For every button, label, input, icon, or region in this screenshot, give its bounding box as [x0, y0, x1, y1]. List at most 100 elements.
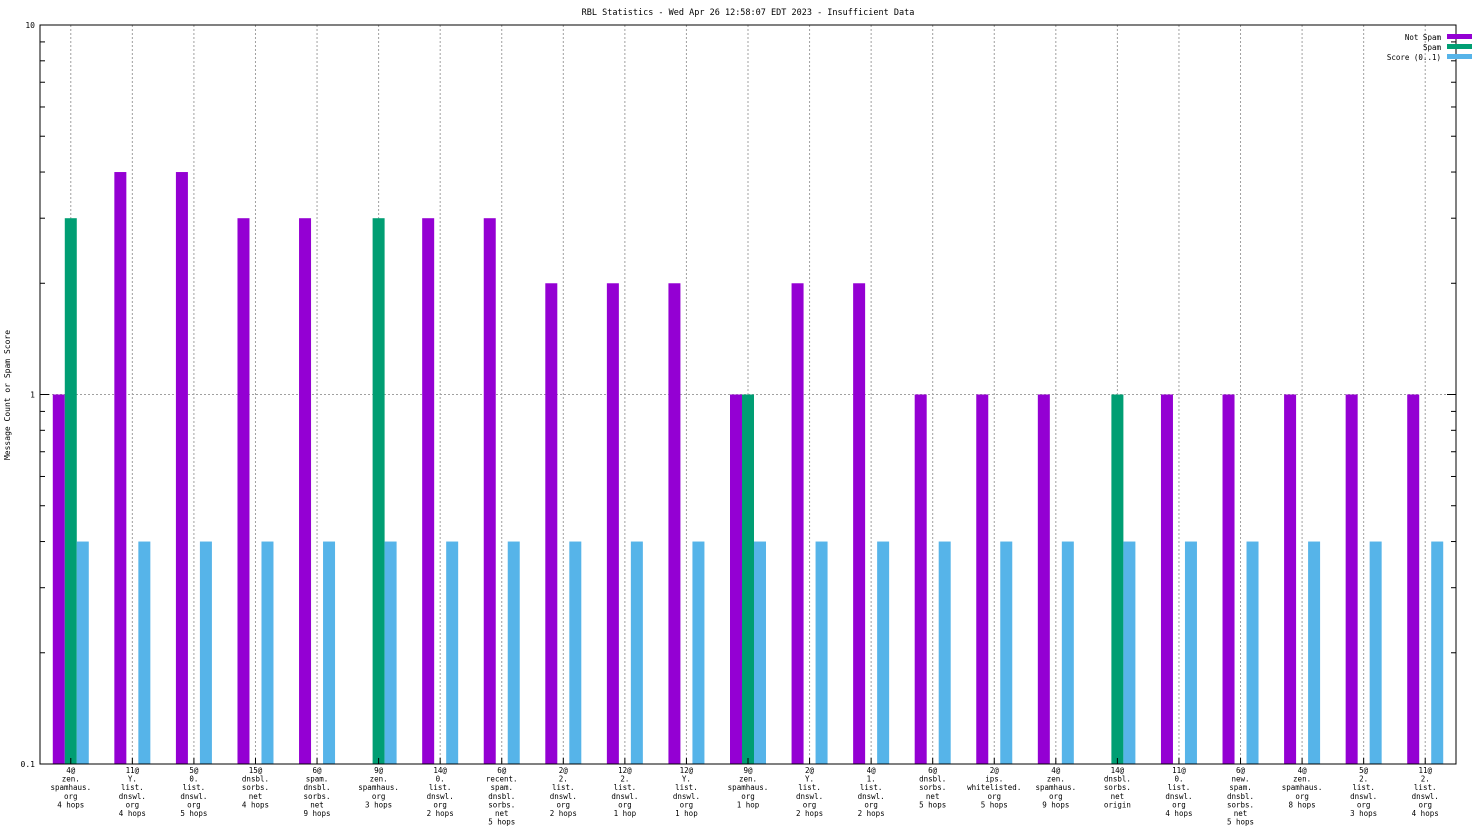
x-tick-label-line: 2@ — [990, 766, 1000, 775]
x-tick-label-line: net — [926, 792, 940, 801]
bar-not-spam — [545, 283, 558, 764]
x-tick-label-line: 1. — [867, 775, 876, 784]
legend-label: Score (0..1) — [1387, 53, 1441, 62]
x-tick-label-line: net — [310, 800, 324, 809]
x-tick-label: 6@ recent. spam. dnsbl. sorbs. net 5 hops — [486, 766, 518, 827]
x-tick-label: 5@ 2. list. dnswl. org 3 hops — [1350, 766, 1377, 818]
bar-score-0-1 — [1184, 541, 1197, 764]
x-tick-label-line: org — [1295, 792, 1309, 801]
x-tick-label-line: 1 hop — [614, 809, 637, 818]
y-tick-label: 1 — [30, 391, 35, 400]
bar-not-spam — [791, 283, 804, 764]
x-tick-label-line: org — [433, 800, 447, 809]
x-tick-label-line: 4 hops — [57, 800, 84, 809]
x-tick-label-line: list. — [1414, 783, 1437, 792]
x-tick-label-line: 11@ — [126, 766, 140, 775]
x-tick-label-line: 4 hops — [1165, 809, 1192, 818]
x-tick-label: 12@ 2. list. dnswl. org 1 hop — [611, 766, 638, 818]
x-tick-label-line: org — [557, 800, 571, 809]
y-axis-label: Message Count or Spam Score — [3, 330, 12, 460]
x-tick-label-line: org — [680, 800, 694, 809]
bar-spam — [372, 218, 385, 765]
x-tick-label-line: org — [1049, 792, 1063, 801]
x-tick-label: 14@ dnsbl. sorbs. net origin — [1104, 766, 1131, 809]
bar-score-0-1 — [754, 541, 766, 764]
x-tick-label-line: org — [1357, 800, 1371, 809]
x-tick-label-line: list. — [798, 783, 821, 792]
axis-ticks: 0.1 1 10 — [21, 21, 1456, 769]
x-tick-label-line: org — [187, 800, 201, 809]
x-tick-label-line: sorbs. — [1104, 783, 1131, 792]
x-tick-label-line: recent. — [486, 775, 518, 784]
x-tick-label-line: dnsbl. — [303, 783, 330, 792]
x-tick-label-line: sorbs. — [919, 783, 946, 792]
x-tick-label-line: zen. — [739, 775, 757, 784]
bar-score-0-1 — [692, 541, 705, 764]
x-tick-label: 6@ dnsbl. sorbs. net 5 hops — [919, 766, 946, 809]
x-tick-label-line: 1 hop — [675, 809, 698, 818]
x-tick-label-line: 6@ — [928, 766, 938, 775]
x-tick-label-line: 2. — [1421, 775, 1430, 784]
x-tick-label-line: dnswl. — [858, 792, 885, 801]
legend-swatch — [1447, 34, 1472, 39]
bar-score-0-1 — [938, 541, 951, 764]
x-tick-label-line: 5 hops — [1227, 818, 1254, 827]
x-tick-label-line: dnsbl. — [242, 775, 269, 784]
x-tick-label-line: 2@ — [805, 766, 815, 775]
x-tick-label-line: 9 hops — [1042, 800, 1069, 809]
x-tick-label-line: Y. — [805, 775, 814, 784]
bar-score-0-1 — [1308, 541, 1321, 764]
x-tick-label-line: net — [249, 792, 263, 801]
bar-not-spam — [914, 394, 927, 764]
x-tick-label-line: dnswl. — [550, 792, 577, 801]
x-tick-label-line: 5 hops — [919, 800, 946, 809]
x-tick-label-line: org — [803, 800, 817, 809]
x-tick-label-line: dnswl. — [673, 792, 700, 801]
x-tick-label-line: 14@ — [433, 766, 447, 775]
x-tick-label-line: spamhaus. — [50, 783, 91, 792]
x-tick-label-line: 4@ — [1051, 766, 1061, 775]
x-tick-label-line: org — [64, 792, 78, 801]
x-tick-label-line: net — [1234, 809, 1248, 818]
x-tick-label: 11@ Y. list. dnswl. org 4 hops — [119, 766, 146, 818]
x-tick-label-line: 5 hops — [180, 809, 207, 818]
x-tick-label-line: dnswl. — [611, 792, 638, 801]
x-tick-label-line: dnsbl. — [488, 792, 515, 801]
x-tick-label-line: 2 hops — [427, 809, 454, 818]
x-tick-label-line: org — [126, 800, 140, 809]
x-tick-label: 15@ dnsbl. sorbs. net 4 hops — [242, 766, 269, 809]
legend-swatch — [1447, 44, 1472, 49]
bar-score-0-1 — [1246, 541, 1259, 764]
chart-title: RBL Statistics - Wed Apr 26 12:58:07 EDT… — [582, 8, 915, 18]
x-tick-label-line: 3 hops — [1350, 809, 1377, 818]
x-tick-label-line: 4@ — [867, 766, 877, 775]
x-tick-label-line: 14@ — [1111, 766, 1125, 775]
x-tick-label-line: 15@ — [249, 766, 263, 775]
x-tick-label: 11@ 0. list. dnswl. org 4 hops — [1165, 766, 1192, 818]
x-tick-label-line: 6@ — [1236, 766, 1246, 775]
x-tick-label-line: org — [741, 792, 755, 801]
x-tick-label-line: sorbs. — [1227, 800, 1254, 809]
bar-score-0-1 — [1431, 541, 1444, 764]
x-tick-label-line: origin — [1104, 800, 1131, 809]
x-tick-label-line: 5@ — [189, 766, 199, 775]
bar-score-0-1 — [569, 541, 582, 764]
x-tick-label-line: Y. — [682, 775, 691, 784]
x-tick-label: 14@ 0. list. dnswl. org 2 hops — [427, 766, 454, 818]
x-tick-label-line: net — [495, 809, 509, 818]
bar-score-0-1 — [1123, 541, 1136, 764]
x-tick-label-line: org — [372, 792, 386, 801]
x-tick-label-line: org — [1418, 800, 1432, 809]
x-tick-label-line: dnswl. — [427, 792, 454, 801]
bar-score-0-1 — [323, 541, 336, 764]
x-tick-label-line: spamhaus. — [728, 783, 769, 792]
bar-score-0-1 — [1369, 541, 1382, 764]
bar-not-spam — [1284, 394, 1297, 764]
x-tick-label-line: 4@ — [1298, 766, 1308, 775]
x-tick-label-line: 9@ — [374, 766, 384, 775]
x-tick-label: 4@ zen. spamhaus. org 4 hops — [50, 766, 91, 809]
x-tick-label-line: 2. — [1359, 775, 1368, 784]
x-tick-label-line: 0. — [189, 775, 198, 784]
